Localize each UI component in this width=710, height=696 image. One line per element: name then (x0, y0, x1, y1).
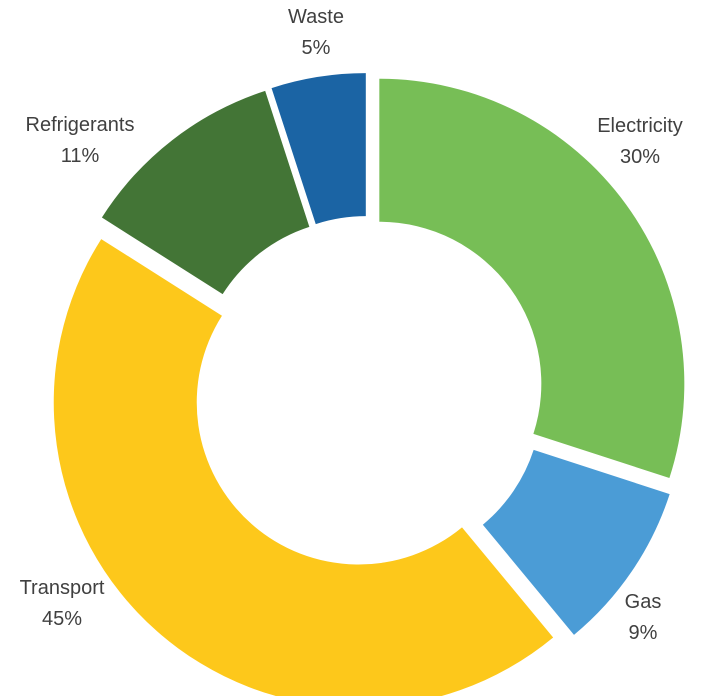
slice-label-electricity: Electricity (597, 115, 683, 137)
slice-value-refrigerants: 11% (61, 145, 100, 167)
slice-refrigerants (101, 90, 310, 295)
slice-label-waste: Waste (288, 6, 344, 28)
slice-electricity (379, 78, 685, 479)
slice-value-transport: 45% (42, 608, 82, 630)
donut-slices (53, 73, 685, 696)
slice-gas (482, 449, 670, 635)
slice-label-transport: Transport (20, 577, 105, 599)
slice-label-gas: Gas (625, 591, 662, 613)
slice-label-refrigerants: Refrigerants (26, 114, 135, 136)
slice-value-gas: 9% (629, 622, 658, 644)
slice-transport (53, 239, 554, 696)
slice-waste (271, 73, 366, 225)
slice-labels: Electricity 30% Gas 9% Transport 45% Refrigera… (20, 6, 683, 644)
slice-value-waste: 5% (302, 37, 331, 59)
slice-value-electricity: 30% (620, 146, 660, 168)
